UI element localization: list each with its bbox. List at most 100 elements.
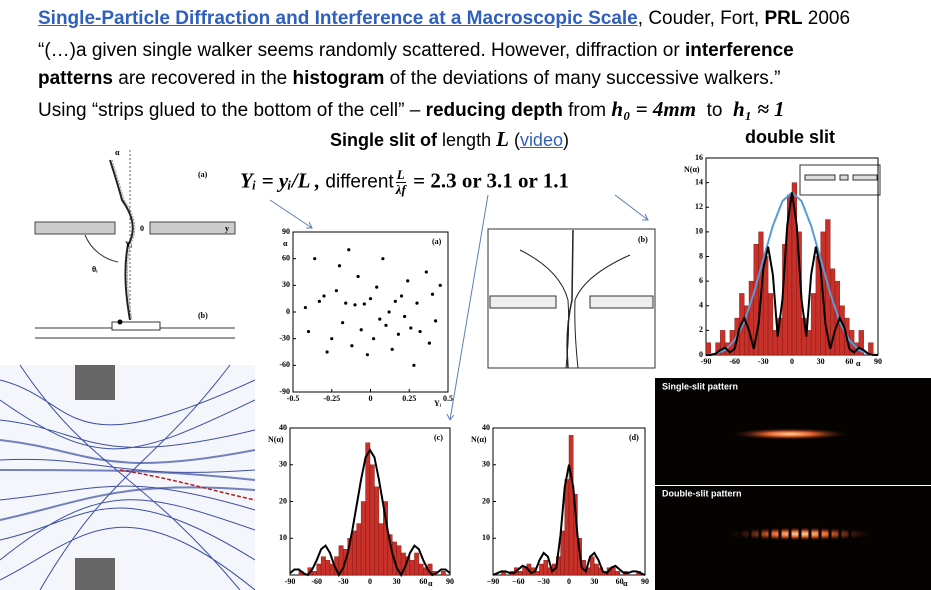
x-tick-label: −60 bbox=[512, 577, 525, 586]
label: α bbox=[623, 579, 628, 588]
bar bbox=[369, 464, 375, 576]
label: (b) bbox=[638, 235, 648, 244]
y-tick-label: 8 bbox=[699, 251, 703, 260]
bar bbox=[858, 330, 864, 356]
x-tick-label: 0 bbox=[790, 357, 794, 366]
bar bbox=[316, 563, 322, 576]
math: = 2.3 or 3.1 or 1.1 bbox=[413, 168, 569, 193]
fit-curve bbox=[289, 448, 451, 578]
bar bbox=[705, 342, 711, 356]
bar bbox=[568, 435, 574, 576]
x-tick-label: -0.25 bbox=[323, 394, 340, 403]
bar bbox=[767, 293, 774, 356]
x-tick-label: -30 bbox=[338, 577, 349, 586]
bar bbox=[589, 556, 595, 576]
paper-link[interactable]: Single-Particle Diffraction and Interfer… bbox=[38, 8, 638, 29]
point bbox=[337, 264, 342, 268]
point bbox=[438, 283, 442, 287]
bar bbox=[440, 571, 446, 576]
bar bbox=[320, 556, 326, 576]
point bbox=[362, 302, 366, 306]
method-text: from bbox=[568, 100, 607, 121]
point bbox=[390, 347, 394, 351]
x-tick-label: -90 bbox=[285, 577, 296, 586]
point bbox=[396, 332, 400, 336]
slit-inset bbox=[799, 164, 881, 196]
quote-bold: interference bbox=[684, 40, 794, 61]
y-tick-label: 30 bbox=[279, 460, 287, 469]
point bbox=[372, 337, 376, 341]
x-tick-label: 60 bbox=[616, 577, 624, 586]
label: Yᵢ bbox=[125, 240, 133, 249]
point bbox=[365, 353, 369, 357]
method-text: to bbox=[706, 100, 723, 121]
y-tick-label: -90 bbox=[279, 387, 290, 396]
x-tick-label: 0 bbox=[369, 394, 373, 403]
x-tick-label: 0.25 bbox=[402, 394, 416, 403]
authors: , Couder, Fort, bbox=[637, 8, 760, 29]
label: α bbox=[856, 359, 861, 368]
y-tick-label: 6 bbox=[699, 276, 703, 285]
label: α bbox=[115, 148, 120, 157]
year: 2006 bbox=[807, 8, 851, 29]
point bbox=[399, 294, 404, 298]
point bbox=[322, 294, 326, 298]
pattern-label: Double-slit pattern bbox=[662, 488, 742, 498]
point bbox=[418, 329, 422, 334]
quote-bold: histogram bbox=[292, 68, 385, 89]
x-tick-label: -60 bbox=[311, 577, 322, 586]
label: (b) bbox=[198, 311, 208, 320]
point bbox=[341, 321, 345, 325]
x-tick-label: 0.5 bbox=[443, 394, 453, 403]
x-tick-label: −30 bbox=[537, 577, 550, 586]
bar bbox=[594, 563, 599, 576]
point bbox=[334, 289, 338, 293]
y-tick-label: -30 bbox=[279, 333, 290, 342]
point bbox=[412, 363, 416, 367]
y-tick-label: 60 bbox=[282, 253, 290, 262]
y-tick-label: 2 bbox=[699, 325, 703, 334]
x-tick-label: 0 bbox=[567, 577, 571, 586]
bar bbox=[564, 479, 570, 576]
point bbox=[350, 344, 354, 348]
bar bbox=[518, 571, 523, 576]
paren: ) bbox=[562, 130, 569, 150]
x-tick-label: -30 bbox=[758, 357, 769, 366]
y-tick-label: 10 bbox=[279, 533, 287, 542]
point bbox=[403, 314, 407, 319]
point bbox=[317, 299, 321, 303]
point bbox=[430, 292, 435, 296]
label: 0 bbox=[140, 224, 144, 233]
point bbox=[375, 285, 379, 289]
y-tick-label: 90 bbox=[282, 227, 290, 236]
quote-line-1: “(…)a given single walker seems randomly… bbox=[38, 40, 794, 62]
point bbox=[387, 310, 391, 314]
x-tick-label: 60 bbox=[845, 357, 853, 366]
point bbox=[409, 326, 413, 330]
label: (d) bbox=[629, 433, 639, 442]
point bbox=[393, 299, 397, 303]
y-tick-label: 40 bbox=[482, 423, 490, 432]
simulation-image bbox=[0, 364, 256, 590]
point bbox=[415, 301, 419, 305]
point bbox=[356, 274, 360, 279]
bar bbox=[325, 560, 331, 576]
label: y bbox=[225, 224, 229, 233]
quote-text: “(…)a given single walker seems randomly… bbox=[38, 40, 680, 61]
math: h₀ = 4mm bbox=[611, 97, 697, 121]
point bbox=[384, 323, 388, 327]
video-link[interactable]: video bbox=[519, 130, 563, 150]
label: Yᵢ bbox=[434, 399, 442, 408]
point bbox=[427, 341, 431, 345]
y-tick-label: -60 bbox=[279, 360, 290, 369]
quote-line-2: patterns are recovered in the histogram … bbox=[38, 68, 780, 90]
title-line: Single-Particle Diffraction and Interfer… bbox=[38, 8, 850, 30]
label: N(α) bbox=[684, 165, 700, 174]
y-tick-label: 20 bbox=[482, 496, 490, 505]
y-tick-label: 12 bbox=[695, 202, 703, 211]
point bbox=[303, 305, 307, 310]
